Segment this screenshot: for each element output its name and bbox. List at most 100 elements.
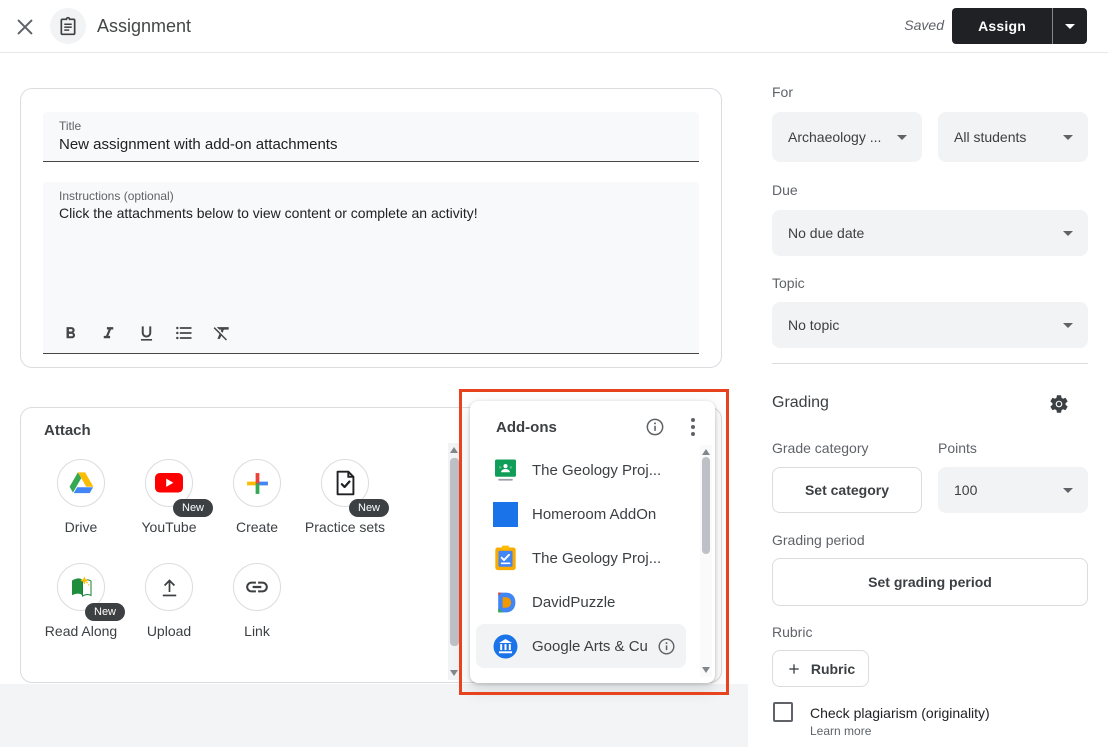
formatting-toolbar — [59, 322, 233, 344]
addon-item-clipboard[interactable]: The Geology Proj... — [476, 536, 686, 580]
for-label: For — [772, 84, 793, 100]
assign-dropdown-button[interactable] — [1053, 8, 1087, 44]
attach-option-label: YouTube — [141, 519, 197, 535]
drive-icon — [57, 459, 105, 507]
plagiarism-checkbox[interactable] — [773, 702, 793, 722]
chevron-down-icon — [1063, 322, 1073, 328]
clear-formatting-icon[interactable] — [211, 322, 233, 344]
assign-split-button: Assign — [952, 8, 1087, 44]
bulleted-list-icon[interactable] — [173, 322, 195, 344]
link-icon — [233, 563, 281, 611]
addon-item-label: Google Arts & Cu — [532, 637, 648, 655]
addon-item-label: The Geology Proj... — [532, 549, 662, 567]
topic-select[interactable]: No topic — [772, 302, 1088, 348]
attach-options: Drive New YouTube Create New Practice sets New… — [37, 459, 457, 641]
davidpuzzle-icon — [491, 588, 519, 616]
addon-item-classroom[interactable]: The Geology Proj... — [476, 448, 686, 492]
scrollbar-thumb[interactable] — [702, 457, 710, 554]
bold-icon[interactable] — [59, 322, 81, 344]
scrollbar-thumb[interactable] — [450, 458, 459, 646]
learn-more-link[interactable]: Learn more — [810, 724, 872, 738]
title-field[interactable]: Title New assignment with add-on attachm… — [43, 112, 699, 162]
new-badge: New — [173, 499, 214, 517]
addon-item-label: The Geology Proj... — [532, 461, 662, 479]
chevron-down-icon — [1063, 230, 1073, 236]
attach-option-label: Drive — [64, 519, 98, 535]
attach-option-label: Link — [244, 623, 270, 639]
points-select[interactable]: 100 — [938, 467, 1088, 513]
attach-upload-button[interactable]: Upload — [125, 563, 213, 641]
chevron-down-icon — [1065, 23, 1075, 29]
new-badge: New — [349, 499, 390, 517]
grading-period-label: Grading period — [772, 532, 865, 548]
attach-label: Attach — [44, 422, 91, 439]
students-select[interactable]: All students — [938, 112, 1088, 162]
close-icon[interactable] — [14, 16, 36, 38]
set-grading-period-button[interactable]: Set grading period — [772, 558, 1088, 606]
new-badge: New — [85, 603, 126, 621]
instructions-input[interactable]: Click the attachments below to view cont… — [59, 205, 478, 221]
attach-option-label: Practice sets — [304, 519, 386, 535]
addons-popup: Add-ons The Geology Proj... Homeroom AddO… — [470, 401, 715, 683]
due-date-select[interactable]: No due date — [772, 210, 1088, 256]
attach-practice-sets-button[interactable]: New Practice sets — [301, 459, 390, 537]
assign-separator — [1052, 8, 1053, 44]
attach-drive-button[interactable]: Drive — [37, 459, 125, 537]
instructions-field[interactable]: Instructions (optional) Click the attach… — [43, 182, 699, 354]
addon-info-icon[interactable] — [654, 634, 678, 658]
addons-list: The Geology Proj... Homeroom AddOn The Geo… — [470, 448, 698, 668]
scroll-down-icon[interactable] — [702, 667, 710, 673]
scroll-down-icon[interactable] — [450, 670, 458, 676]
saved-status: Saved — [904, 17, 944, 33]
class-select[interactable]: Archaeology ... — [772, 112, 922, 162]
divider — [772, 363, 1088, 364]
chevron-down-icon — [897, 134, 907, 140]
title-label: Title — [59, 119, 82, 133]
arts-culture-icon — [491, 632, 519, 660]
grading-heading: Grading — [772, 394, 829, 411]
italic-icon[interactable] — [97, 322, 119, 344]
due-label: Due — [772, 182, 798, 198]
addons-info-icon[interactable] — [643, 415, 667, 439]
upload-icon — [145, 563, 193, 611]
attach-option-label: Create — [235, 519, 279, 535]
homeroom-icon — [491, 500, 519, 528]
chevron-down-icon — [1063, 487, 1073, 493]
addon-item-label: Homeroom AddOn — [532, 505, 657, 523]
addon-item-label: DavidPuzzle — [532, 593, 616, 611]
attach-youtube-button[interactable]: New YouTube — [125, 459, 214, 537]
addons-scrollbar[interactable] — [700, 445, 712, 677]
addon-item-arts-culture[interactable]: Google Arts & Cu — [476, 624, 686, 668]
top-bar: Assignment Saved Assign — [0, 0, 1108, 53]
attach-read-along-button[interactable]: New Read Along — [37, 563, 126, 641]
assign-button[interactable]: Assign — [978, 18, 1026, 34]
attach-link-button[interactable]: Link — [213, 563, 301, 641]
topic-label: Topic — [772, 275, 805, 291]
grade-category-label: Grade category — [772, 440, 869, 456]
assignment-icon — [50, 8, 86, 44]
addon-item-homeroom[interactable]: Homeroom AddOn — [476, 492, 686, 536]
underline-icon[interactable] — [135, 322, 157, 344]
addon-item-davidpuzzle[interactable]: DavidPuzzle — [476, 580, 686, 624]
plus-icon — [789, 663, 799, 674]
grading-settings-gear-icon[interactable] — [1047, 392, 1071, 416]
chevron-down-icon — [1063, 134, 1073, 140]
scroll-up-icon[interactable] — [702, 449, 710, 455]
addons-more-menu-icon[interactable] — [685, 416, 701, 438]
attach-option-label: Upload — [146, 623, 192, 639]
page-scrollbar[interactable] — [448, 443, 461, 680]
assignment-form-card: Title New assignment with add-on attachm… — [20, 88, 722, 368]
attach-create-button[interactable]: Create — [213, 459, 301, 537]
rubric-label: Rubric — [772, 624, 813, 640]
scroll-up-icon[interactable] — [450, 447, 458, 453]
addons-header: Add-ons — [470, 401, 715, 447]
set-category-button[interactable]: Set category — [772, 467, 922, 513]
instructions-label: Instructions (optional) — [59, 189, 174, 203]
add-rubric-button[interactable]: Rubric — [772, 650, 869, 687]
plagiarism-label: Check plagiarism (originality) — [810, 705, 990, 721]
page-footer-area — [0, 684, 748, 747]
title-input[interactable]: New assignment with add-on attachments — [59, 136, 338, 153]
points-label: Points — [938, 440, 977, 456]
classroom-icon — [491, 456, 519, 484]
